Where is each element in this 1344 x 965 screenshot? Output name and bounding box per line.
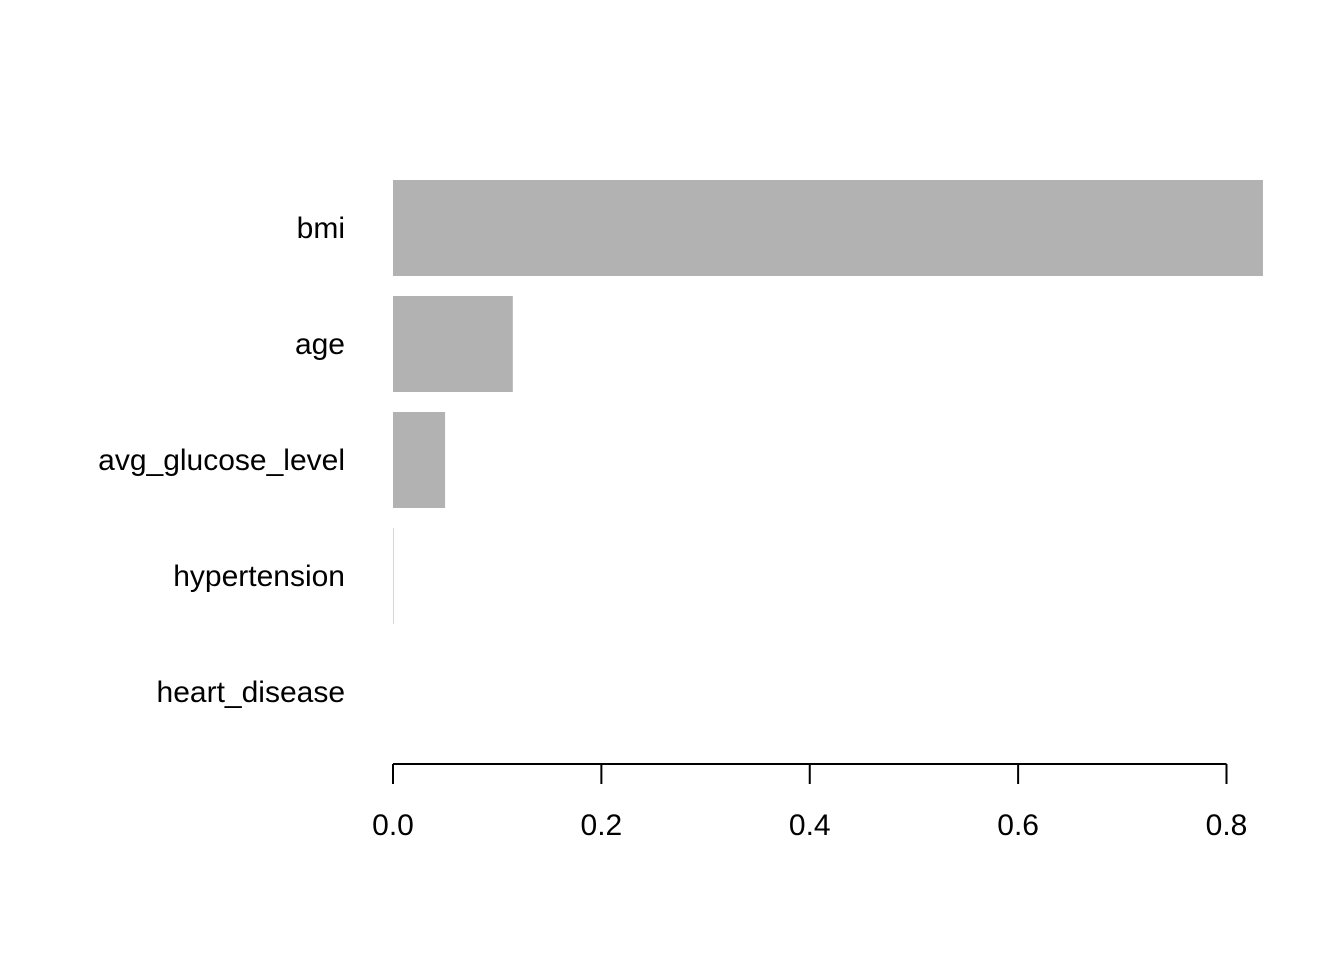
x-tick-label: 0.2 (581, 809, 623, 842)
x-tick-label: 0.0 (372, 809, 414, 842)
bar-avg-glucose-level (393, 412, 446, 508)
x-tick-label: 0.8 (1206, 809, 1248, 842)
category-label-bmi: bmi (297, 212, 345, 245)
x-tick-label: 0.6 (997, 809, 1039, 842)
bar-bmi (393, 180, 1263, 276)
category-label-avg-glucose-level: avg_glucose_level (98, 444, 345, 477)
x-tick-label: 0.4 (789, 809, 831, 842)
category-label-hypertension: hypertension (173, 560, 345, 593)
bar-age (393, 296, 513, 392)
category-labels: bmi age avg_glucose_level hypertension heart… (98, 212, 345, 709)
x-axis: 0.0 0.2 0.4 0.6 0.8 (372, 763, 1248, 842)
bars-layer (393, 180, 1263, 624)
bar-hypertension (393, 528, 394, 624)
category-label-age: age (295, 328, 345, 361)
category-label-heart-disease: heart_disease (157, 676, 345, 709)
